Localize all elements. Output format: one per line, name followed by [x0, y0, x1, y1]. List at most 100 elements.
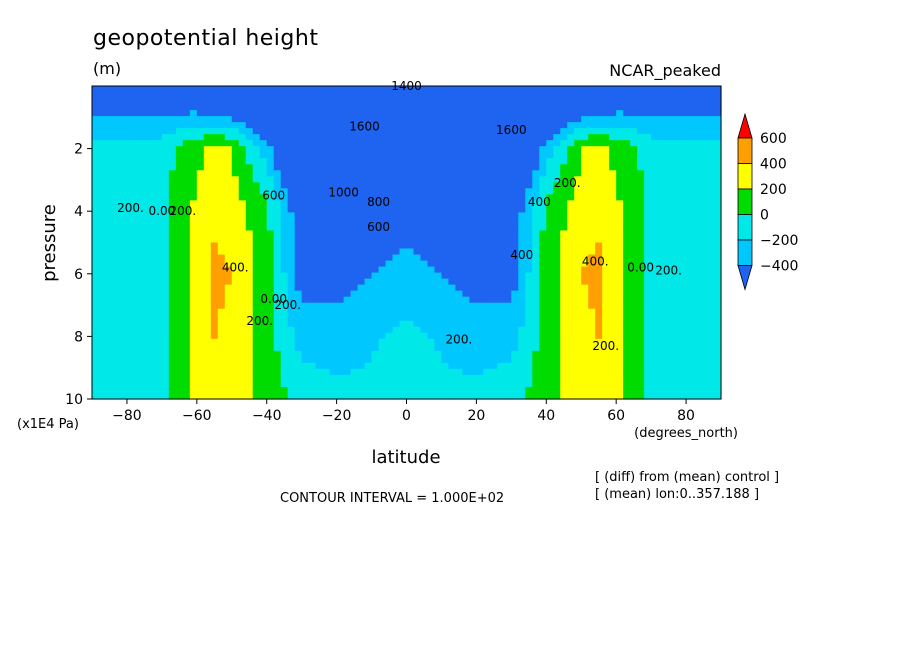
- field-cell: [245, 308, 254, 316]
- field-cell: [126, 392, 135, 400]
- field-cell: [588, 362, 596, 370]
- field-cell: [574, 392, 582, 400]
- field-cell: [98, 164, 107, 171]
- field-cell: [343, 170, 352, 177]
- field-cell: [196, 308, 205, 316]
- field-cell: [595, 122, 603, 129]
- field-cell: [315, 296, 324, 304]
- field-cell: [602, 146, 610, 153]
- field-cell: [378, 92, 387, 99]
- field-cell: [469, 314, 477, 322]
- field-cell: [413, 386, 422, 394]
- field-cell: [434, 284, 443, 292]
- field-cell: [427, 356, 436, 364]
- field-cell: [490, 218, 498, 226]
- field-cell: [112, 104, 121, 111]
- field-cell: [672, 362, 680, 370]
- field-cell: [413, 188, 422, 195]
- field-cell: [707, 392, 715, 400]
- field-cell: [280, 134, 289, 141]
- field-cell: [98, 392, 107, 400]
- field-cell: [147, 110, 156, 117]
- field-cell: [462, 194, 470, 201]
- field-cell: [574, 122, 582, 129]
- field-cell: [714, 176, 722, 183]
- field-cell: [434, 320, 443, 328]
- field-cell: [126, 368, 135, 376]
- field-cell: [357, 236, 366, 244]
- field-cell: [532, 224, 540, 232]
- field-cell: [182, 236, 191, 244]
- field-cell: [658, 206, 666, 213]
- field-cell: [553, 368, 561, 376]
- field-cell: [392, 296, 401, 304]
- field-cell: [651, 164, 659, 171]
- field-cell: [483, 308, 491, 316]
- field-cell: [336, 326, 345, 334]
- field-cell: [679, 386, 687, 394]
- field-cell: [518, 296, 526, 304]
- field-cell: [315, 104, 324, 111]
- field-cell: [343, 296, 352, 304]
- field-cell: [245, 170, 254, 177]
- field-cell: [483, 98, 491, 105]
- field-cell: [182, 158, 191, 165]
- field-cell: [658, 134, 666, 141]
- field-cell: [630, 392, 638, 400]
- field-cell: [455, 284, 464, 292]
- field-cell: [441, 386, 450, 394]
- field-cell: [357, 200, 366, 207]
- field-cell: [119, 224, 128, 232]
- field-cell: [441, 308, 450, 316]
- field-cell: [693, 170, 701, 177]
- field-cell: [259, 284, 268, 292]
- field-cell: [98, 338, 107, 346]
- field-cell: [406, 362, 415, 370]
- field-cell: [273, 344, 282, 352]
- field-cell: [518, 350, 526, 358]
- field-cell: [441, 374, 450, 382]
- field-cell: [714, 368, 722, 376]
- field-cell: [609, 344, 617, 352]
- field-cell: [567, 98, 575, 105]
- field-cell: [595, 290, 603, 298]
- field-cell: [448, 374, 457, 382]
- field-cell: [287, 206, 296, 213]
- field-cell: [126, 164, 135, 171]
- field-cell: [616, 338, 624, 346]
- field-cell: [518, 194, 526, 201]
- field-cell: [140, 188, 149, 195]
- field-cell: [672, 248, 680, 256]
- field-cell: [595, 230, 603, 238]
- field-cell: [630, 356, 638, 364]
- field-cell: [525, 308, 533, 316]
- field-cell: [427, 224, 436, 232]
- field-cell: [644, 278, 652, 286]
- field-cell: [126, 182, 135, 189]
- field-cell: [259, 188, 268, 195]
- field-cell: [679, 110, 687, 117]
- field-cell: [161, 92, 170, 99]
- field-cell: [448, 284, 457, 292]
- field-cell: [154, 206, 163, 213]
- field-cell: [357, 284, 366, 292]
- field-cell: [672, 284, 680, 292]
- field-cell: [602, 164, 610, 171]
- field-cell: [287, 116, 296, 123]
- field-cell: [441, 326, 450, 334]
- field-cell: [294, 236, 303, 244]
- field-cell: [217, 224, 226, 232]
- field-cell: [182, 368, 191, 376]
- field-cell: [651, 386, 659, 394]
- field-cell: [434, 128, 443, 135]
- field-cell: [357, 242, 366, 250]
- field-cell: [497, 134, 505, 141]
- field-cell: [196, 212, 205, 220]
- field-cell: [546, 176, 554, 183]
- field-cell: [399, 176, 408, 183]
- field-cell: [651, 170, 659, 177]
- field-cell: [168, 194, 177, 201]
- field-cell: [98, 362, 107, 370]
- field-cell: [371, 392, 380, 400]
- field-cell: [98, 116, 107, 123]
